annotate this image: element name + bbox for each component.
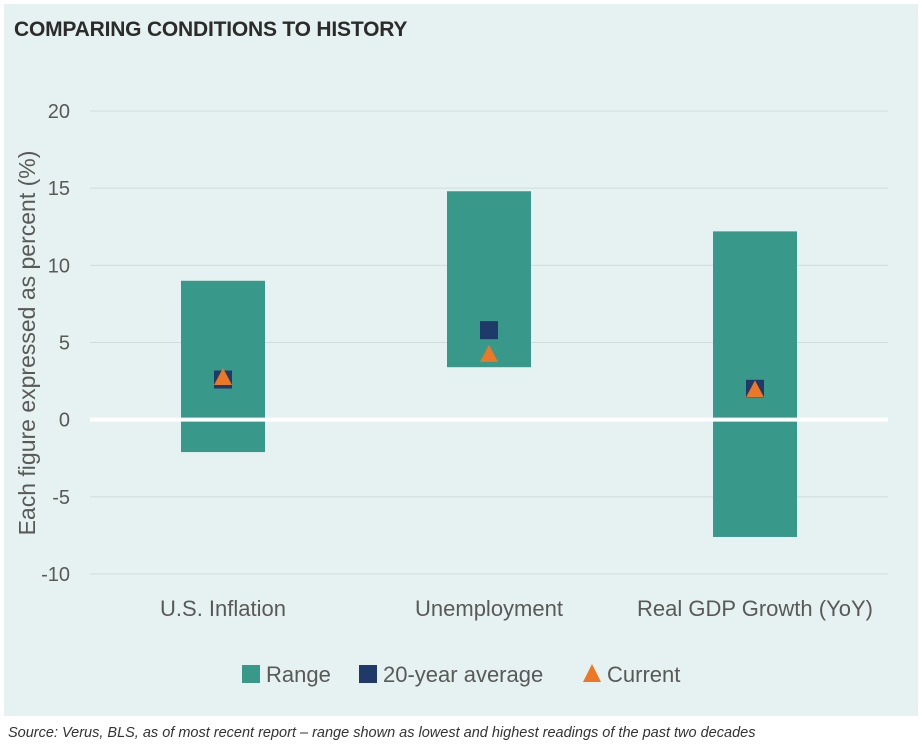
range-bars	[181, 191, 797, 537]
y-tick-label: 20	[48, 101, 70, 123]
legend-current-label: Current	[607, 662, 680, 687]
y-tick-labels: 20 15 10 5 0 -5 -10	[41, 101, 70, 586]
chart-title: COMPARING CONDITIONS TO HISTORY	[14, 18, 408, 41]
y-tick-label: 5	[59, 333, 70, 355]
y-tick-label: 0	[59, 410, 70, 432]
x-tick-label: Real GDP Growth (YoY)	[637, 596, 873, 621]
y-tick-label: 10	[48, 255, 70, 277]
current-marker	[214, 367, 232, 385]
y-tick-label: 15	[48, 178, 70, 200]
markers	[214, 321, 764, 398]
current-marker	[480, 344, 498, 362]
y-tick-label: -10	[41, 564, 70, 586]
y-tick-label: -5	[52, 487, 70, 509]
y-axis-label: Each figure expressed as percent (%)	[14, 151, 40, 536]
range-bar	[447, 191, 531, 368]
legend-current-swatch	[583, 664, 601, 682]
current-marker	[746, 380, 764, 398]
legend-range-swatch	[242, 665, 260, 683]
x-tick-label: Unemployment	[415, 596, 563, 621]
x-tick-labels: U.S. Inflation Unemployment Real GDP Growt…	[160, 596, 873, 621]
range-bar	[181, 280, 265, 453]
legend-average-swatch	[359, 665, 377, 683]
average-marker	[480, 321, 498, 340]
legend-average-label: 20-year average	[383, 662, 543, 687]
source-note: Source: Verus, BLS, as of most recent re…	[8, 725, 756, 741]
x-tick-label: U.S. Inflation	[160, 596, 286, 621]
legend-range-label: Range	[266, 662, 331, 687]
legend: Range 20-year average Current	[242, 662, 680, 687]
